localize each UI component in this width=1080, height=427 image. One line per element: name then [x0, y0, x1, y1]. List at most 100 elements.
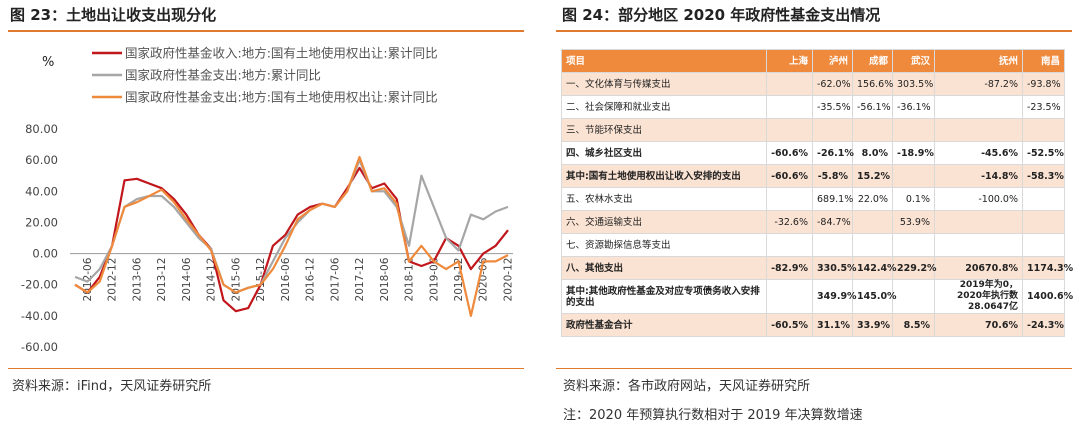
left-bottom-rule: [8, 368, 524, 369]
table-cell: 15.2%: [852, 164, 893, 188]
row-label: 一、文化体育与传媒支出: [561, 72, 767, 96]
legend-label: 国家政府性基金支出:地方:累计同比: [125, 68, 321, 83]
table-cell: [766, 233, 813, 257]
table-cell: [852, 210, 893, 234]
table-cell: 156.6%: [852, 72, 893, 96]
x-tick-label: 2017-06: [329, 257, 341, 301]
table-cell: 31.1%: [812, 313, 853, 337]
table-cell: 349.9%: [812, 279, 857, 314]
table-cell: -58.3%: [1022, 164, 1065, 188]
right-title-rule: [556, 30, 1072, 32]
table-cell: [892, 233, 935, 257]
y-tick-label: 60.00: [25, 153, 58, 167]
y-tick-label: 20.00: [25, 215, 58, 229]
chart-axes: 80.00 60.00 40.00 20.00 0.00 -20.00 -40.00 -60.…: [21, 122, 515, 354]
table-cell: [1022, 210, 1065, 234]
table-row: 五、农林水支出 689.1% 22.0% 0.1% -100.0%: [561, 187, 1065, 211]
table-cell: 145.0%: [852, 279, 897, 314]
table-cell: -60.6%: [766, 141, 813, 165]
row-label: 其中:其他政府性基金及对应专项债务收入安排的支出: [561, 279, 767, 314]
table-cell: [812, 233, 853, 257]
legend-label: 国家政府性基金支出:地方:国有土地使用权出让:累计同比: [125, 90, 438, 105]
table-row: 六、交通运输支出 -32.6% -84.7% 53.9%: [561, 210, 1065, 234]
table-cell: [1022, 233, 1065, 257]
table-cell: [934, 118, 1023, 142]
x-tick-label: 2019-06: [428, 257, 440, 301]
series-line-1: [74, 166, 509, 313]
right-bottom-rule: [556, 368, 1072, 369]
x-tick-label: 2012-12: [107, 258, 119, 302]
x-tick-label: 2016-12: [305, 258, 317, 302]
table-row: 三、节能环保支出: [561, 118, 1065, 142]
column-header: 抚州: [934, 49, 1023, 73]
table-cell: [1022, 187, 1065, 211]
chart-legend: 国家政府性基金收入:地方:国有土地使用权出让:累计同比国家政府性基金支出:地方:…: [92, 46, 438, 105]
table-cell: [892, 118, 935, 142]
y-tick-label: 40.00: [25, 184, 58, 198]
table-cell: 33.9%: [852, 313, 893, 337]
left-figure-title: 图 23：土地出让收支出现分化: [10, 6, 217, 24]
y-unit-label: %: [42, 55, 54, 70]
table-row: 八、其他支出 -82.9% 330.5% 142.4% 229.2% 20670.8% 11…: [561, 256, 1073, 280]
table-cell: -26.1%: [812, 141, 854, 165]
y-tick-label: 80.00: [25, 122, 58, 136]
x-tick-label: 2020-12: [503, 258, 515, 302]
table-cell: [766, 95, 813, 119]
right-source: 资料来源：各市政府网站，天风证券研究所: [563, 379, 811, 394]
table-cell: 2019年为0，2020年执行数28.0647亿: [934, 279, 1023, 314]
table-cell: -82.9%: [766, 256, 813, 280]
table-cell: [934, 95, 1023, 119]
table-cell: 1400.6%: [1022, 279, 1073, 314]
table-cell: 22.0%: [852, 187, 893, 211]
x-tick-label: 2018-12: [404, 258, 416, 302]
column-header: 成都: [852, 49, 893, 73]
table-cell: 229.2%: [892, 256, 937, 280]
table-cell: [852, 118, 893, 142]
table-cell: -23.5%: [1022, 95, 1065, 119]
table-cell: -52.5%: [1022, 141, 1065, 165]
table-cell: -60.6%: [766, 164, 813, 188]
table-cell: -60.5%: [766, 313, 813, 337]
x-tick-label: 2015-12: [255, 258, 267, 302]
table-cell: [766, 279, 813, 314]
table-cell: -87.2%: [934, 72, 1023, 96]
table-row: 七、资源勘探信息等支出: [561, 233, 1065, 257]
table-cell: -36.1%: [892, 95, 935, 119]
table-cell: 330.5%: [812, 256, 857, 280]
column-header: 泸州: [812, 49, 853, 73]
x-tick-label: 2017-12: [354, 258, 366, 302]
column-header: 南昌: [1022, 49, 1065, 73]
table-header-row: 项目 上海 泸州 成都 武汉 抚州 南昌: [561, 49, 1065, 73]
table-row: 四、城乡社区支出 -60.6% -26.1% 8.0% -18.9% -45.6% -52.…: [561, 141, 1065, 165]
table-cell: -5.8%: [812, 164, 853, 188]
left-source: 资料来源：iFind，天风证券研究所: [12, 379, 212, 394]
chart-series: [74, 155, 509, 317]
x-tick-label: 2013-06: [131, 257, 143, 301]
x-tick-label: 2014-06: [181, 257, 193, 301]
row-label: 五、农林水支出: [561, 187, 767, 211]
table-cell: [934, 233, 1023, 257]
row-label: 二、社会保障和就业支出: [561, 95, 767, 119]
table-cell: -45.6%: [934, 141, 1023, 165]
table-row: 其中:国有土地使用权出让收入安排的支出 -60.6% -5.8% 15.2% -14.8…: [561, 164, 1065, 188]
left-title-rule: [8, 30, 524, 32]
x-tick-label: 2013-12: [156, 258, 168, 302]
y-tick-label: -60.00: [21, 340, 58, 354]
column-header: 上海: [766, 49, 813, 73]
y-tick-label: -20.00: [21, 278, 58, 292]
table-cell: [852, 233, 893, 257]
table-cell: -62.0%: [812, 72, 853, 96]
row-label: 八、其他支出: [561, 256, 767, 280]
table-cell: [892, 279, 935, 314]
line-chart: % 国家政府性基金收入:地方:国有土地使用权出让:累计同比国家政府性基金支出:地…: [21, 46, 515, 355]
table-cell: 0.1%: [892, 187, 935, 211]
row-label: 其中:国有土地使用权出让收入安排的支出: [561, 164, 767, 188]
right-note: 注：2020 年预算执行数相对于 2019 年决算数增速: [563, 408, 863, 423]
table-row: 政府性基金合计 -60.5% 31.1% 33.9% 8.5% 70.6% -24.3%: [561, 313, 1065, 337]
row-label: 三、节能环保支出: [561, 118, 767, 142]
table-cell: 8.5%: [892, 313, 935, 337]
table-cell: [934, 210, 1023, 234]
x-tick-label: 2018-06: [379, 257, 391, 301]
y-tick-label: -40.00: [21, 309, 58, 323]
table-cell: [766, 187, 813, 211]
